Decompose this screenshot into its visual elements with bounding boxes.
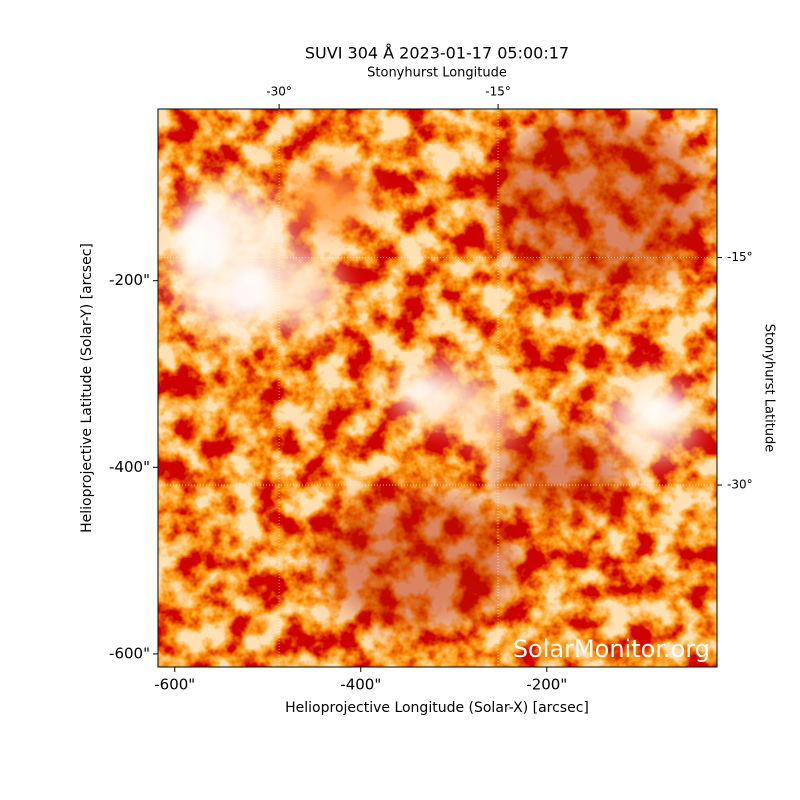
y2-tick-label: -15° (727, 250, 753, 264)
x2-tick-label: -30° (266, 85, 292, 99)
axes-frame (157, 108, 718, 668)
y-tick-label: -400" (109, 458, 150, 476)
x-label: Helioprojective Longitude (Solar-X) [arc… (285, 700, 589, 716)
x2-tick-label: -15° (485, 85, 511, 99)
y-tick-label: -200" (109, 271, 150, 289)
x2-label: Stonyhurst Longitude (367, 66, 507, 81)
y2-label: Stonyhurst Latitude (762, 324, 777, 453)
watermark: SolarMonitor.org (513, 635, 710, 663)
y-tick-label: -600" (109, 644, 150, 662)
y2-tick-label: -30° (727, 478, 753, 492)
x-tick-label: -200" (526, 676, 567, 694)
dark-regions (320, 110, 710, 630)
x-tick-label: -600" (154, 676, 195, 694)
chart-title: SUVI 304 Å 2023-01-17 05:00:17 (305, 44, 569, 63)
solar-image (158, 109, 717, 667)
x-tick-label: -400" (340, 676, 381, 694)
y-label: Helioprojective Latitude (Solar-Y) [arcs… (79, 243, 95, 533)
stonyhurst-grid (158, 109, 717, 667)
bright-cores (180, 205, 682, 425)
